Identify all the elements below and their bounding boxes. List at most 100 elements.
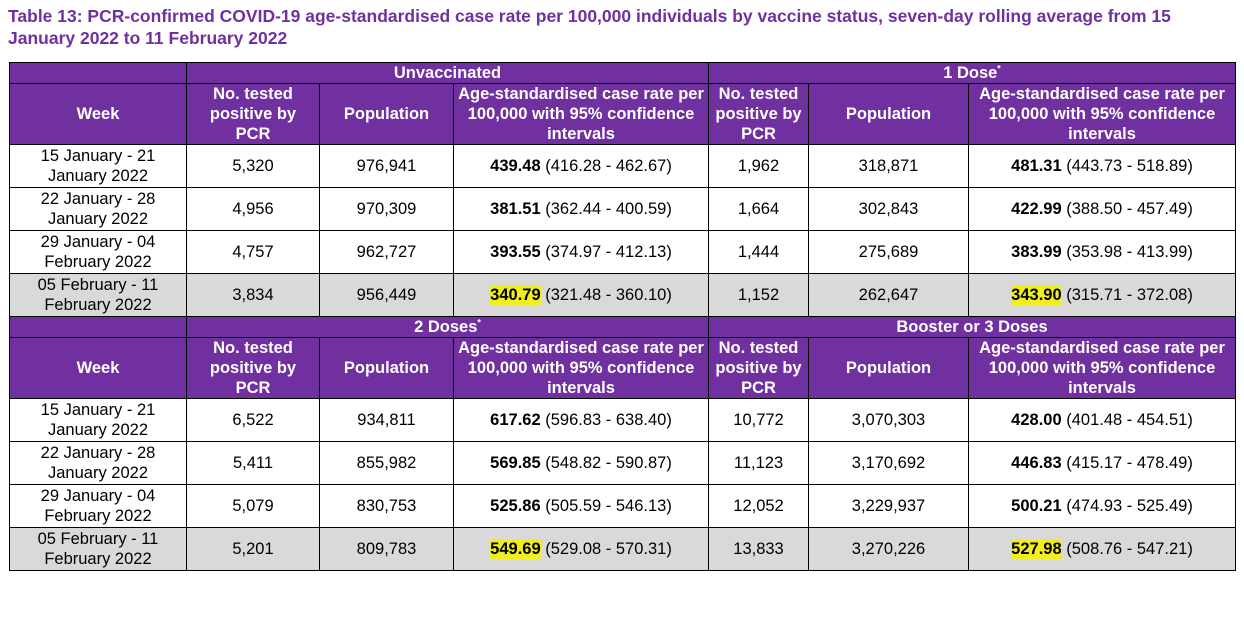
tested-cell: 4,956 — [186, 187, 320, 231]
rate-value: 569.85 — [490, 454, 541, 472]
group-label: 1 Dose — [943, 64, 998, 82]
group-label: Unvaccinated — [393, 64, 502, 82]
confidence-interval: (548.82 - 590.87) — [545, 454, 672, 472]
confidence-interval: (505.59 - 546.13) — [545, 497, 672, 515]
rate-cell: 500.21 (474.93 - 525.49) — [967, 484, 1237, 528]
footnote-mark: * — [997, 63, 1001, 74]
rate-header: Age-standardised case rate per 100,000 w… — [967, 337, 1237, 399]
rate-header: Age-standardised case rate per 100,000 w… — [453, 337, 709, 399]
confidence-interval: (415.17 - 478.49) — [1066, 454, 1193, 472]
rate-value: 393.55 — [490, 243, 541, 261]
population-cell: 809,783 — [319, 527, 454, 571]
population-header: Population — [319, 83, 454, 145]
rate-value: 381.51 — [490, 200, 541, 218]
rate-cell: 422.99 (388.50 - 457.49) — [967, 187, 1237, 231]
population-cell: 956,449 — [319, 273, 454, 317]
population-cell: 970,309 — [319, 187, 454, 231]
confidence-interval: (362.44 - 400.59) — [545, 200, 672, 218]
rate-header: Age-standardised case rate per 100,000 w… — [453, 83, 709, 145]
case-rate-table: Unvaccinated 1 Dose* Week No. tested positi… — [9, 62, 1237, 571]
week-header: Week — [9, 83, 187, 145]
confidence-interval: (508.76 - 547.21) — [1066, 540, 1193, 558]
tested-cell: 13,833 — [708, 527, 809, 571]
group-label: 2 Doses — [414, 318, 478, 336]
rate-cell: 617.62 (596.83 - 638.40) — [453, 398, 709, 442]
tested-cell: 5,320 — [186, 144, 320, 188]
rate-value: 527.98 — [1011, 539, 1062, 559]
rate-cell: 343.90 (315.71 - 372.08) — [967, 273, 1237, 317]
table-title: Table 13: PCR-confirmed COVID-19 age-sta… — [8, 6, 1171, 48]
rate-cell: 527.98 (508.76 - 547.21) — [967, 527, 1237, 571]
confidence-interval: (315.71 - 372.08) — [1066, 286, 1193, 304]
tested-cell: 1,664 — [708, 187, 809, 231]
rate-cell: 549.69 (529.08 - 570.31) — [453, 527, 709, 571]
tested-cell: 4,757 — [186, 230, 320, 274]
rate-cell: 340.79 (321.48 - 360.10) — [453, 273, 709, 317]
week-cell: 29 January - 04 February 2022 — [9, 230, 187, 274]
rate-cell: 428.00 (401.48 - 454.51) — [967, 398, 1237, 442]
group-header-left: Unvaccinated — [186, 62, 709, 84]
group-header-row: Unvaccinated 1 Dose* — [9, 62, 1237, 84]
rate-cell: 525.86 (505.59 - 546.13) — [453, 484, 709, 528]
tested-cell: 10,772 — [708, 398, 809, 442]
rate-value: 446.83 — [1011, 454, 1062, 472]
population-header: Population — [808, 337, 969, 399]
population-cell: 3,270,226 — [808, 527, 969, 571]
rate-cell: 569.85 (548.82 - 590.87) — [453, 441, 709, 485]
population-cell: 3,170,692 — [808, 441, 969, 485]
tested-cell: 5,411 — [186, 441, 320, 485]
rate-value: 481.31 — [1011, 157, 1062, 175]
table-row: 15 January - 21 January 2022 5,320 976,941… — [9, 144, 1237, 188]
tested-header: No. tested positive by PCR — [708, 337, 809, 399]
confidence-interval: (353.98 - 413.99) — [1066, 243, 1193, 261]
group-header-left: 2 Doses* — [186, 316, 709, 338]
tested-cell: 6,522 — [186, 398, 320, 442]
population-cell: 318,871 — [808, 144, 969, 188]
rate-cell: 393.55 (374.97 - 412.13) — [453, 230, 709, 274]
rate-cell: 439.48 (416.28 - 462.67) — [453, 144, 709, 188]
rate-value: 343.90 — [1011, 285, 1062, 305]
tested-cell: 11,123 — [708, 441, 809, 485]
rate-value: 617.62 — [490, 411, 541, 429]
confidence-interval: (529.08 - 570.31) — [545, 540, 672, 558]
table-row: 29 January - 04 February 2022 4,757 962,72… — [9, 230, 1237, 274]
population-cell: 855,982 — [319, 441, 454, 485]
confidence-interval: (596.83 - 638.40) — [545, 411, 672, 429]
week-header: Week — [9, 337, 187, 399]
population-cell: 934,811 — [319, 398, 454, 442]
group-header-row: 2 Doses* Booster or 3 Doses — [9, 316, 1237, 338]
rate-value: 422.99 — [1011, 200, 1062, 218]
column-header-row: Week No. tested positive by PCR Population… — [9, 83, 1237, 145]
population-cell: 3,070,303 — [808, 398, 969, 442]
population-cell: 3,229,937 — [808, 484, 969, 528]
tested-header: No. tested positive by PCR — [186, 337, 320, 399]
footnote-mark: * — [477, 317, 481, 328]
tested-cell: 12,052 — [708, 484, 809, 528]
population-cell: 976,941 — [319, 144, 454, 188]
tested-cell: 3,834 — [186, 273, 320, 317]
confidence-interval: (388.50 - 457.49) — [1066, 200, 1193, 218]
table-row: 05 February - 11 February 2022 5,201 809,7… — [9, 527, 1237, 571]
population-header: Population — [808, 83, 969, 145]
population-cell: 262,647 — [808, 273, 969, 317]
week-cell: 29 January - 04 February 2022 — [9, 484, 187, 528]
rate-value: 525.86 — [490, 497, 541, 515]
table-row: 22 January - 28 January 2022 5,411 855,982… — [9, 441, 1237, 485]
group-spacer — [9, 316, 187, 338]
tested-cell: 1,152 — [708, 273, 809, 317]
rate-value: 428.00 — [1011, 411, 1062, 429]
tested-header: No. tested positive by PCR — [708, 83, 809, 145]
rate-header: Age-standardised case rate per 100,000 w… — [967, 83, 1237, 145]
rate-cell: 446.83 (415.17 - 478.49) — [967, 441, 1237, 485]
confidence-interval: (416.28 - 462.67) — [545, 157, 672, 175]
confidence-interval: (374.97 - 412.13) — [545, 243, 672, 261]
confidence-interval: (321.48 - 360.10) — [545, 286, 672, 304]
population-cell: 962,727 — [319, 230, 454, 274]
table-row: 22 January - 28 January 2022 4,956 970,309… — [9, 187, 1237, 231]
week-cell: 15 January - 21 January 2022 — [9, 144, 187, 188]
week-cell: 15 January - 21 January 2022 — [9, 398, 187, 442]
rate-value: 549.69 — [490, 539, 541, 559]
rate-value: 500.21 — [1011, 497, 1062, 515]
population-cell: 830,753 — [319, 484, 454, 528]
population-cell: 275,689 — [808, 230, 969, 274]
